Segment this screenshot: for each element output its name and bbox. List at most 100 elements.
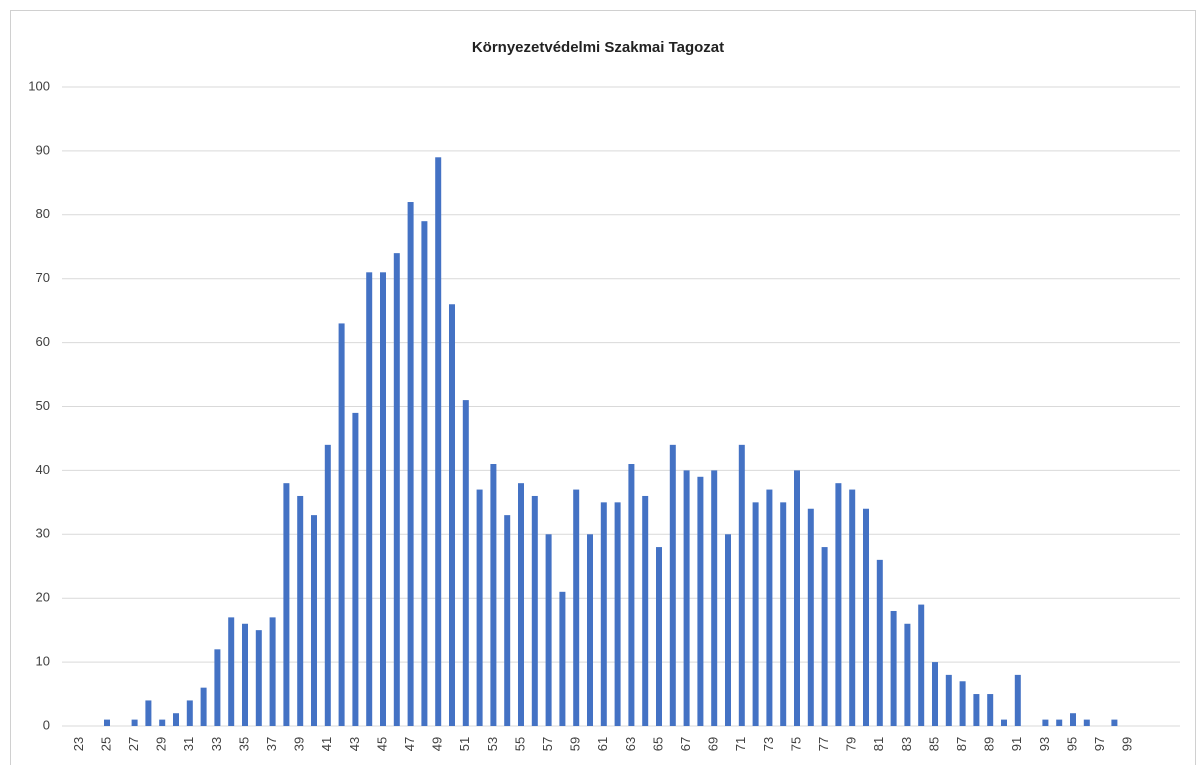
bar [283, 483, 290, 726]
bar [1001, 719, 1007, 726]
x-tick-label: 85 [926, 737, 941, 751]
bar [780, 502, 787, 726]
bar [421, 221, 428, 726]
bar [628, 464, 635, 726]
bar [890, 610, 897, 726]
bar [1111, 719, 1118, 726]
bar [159, 719, 166, 726]
bar [614, 502, 621, 726]
x-tick-label: 73 [761, 737, 776, 751]
y-tick-label: 60 [36, 334, 50, 349]
x-tick-label: 65 [650, 737, 665, 751]
bar [1083, 719, 1090, 726]
bar [918, 604, 925, 726]
bar [228, 617, 235, 726]
x-tick-label: 57 [540, 737, 555, 751]
x-tick-label: 55 [512, 737, 527, 751]
y-tick-label: 0 [43, 717, 50, 732]
bar [380, 272, 386, 726]
bar [683, 470, 690, 726]
bar [876, 559, 883, 726]
bar [352, 412, 359, 726]
x-tick-label: 93 [1037, 737, 1052, 751]
bar [407, 202, 414, 726]
x-tick-label: 77 [816, 737, 831, 751]
bar [476, 489, 483, 726]
bar [366, 272, 373, 726]
y-tick-label: 20 [36, 590, 50, 605]
x-tick-label: 47 [402, 737, 417, 751]
bar [145, 700, 152, 726]
bar [1070, 713, 1076, 726]
y-tick-label: 80 [36, 206, 50, 221]
bar [324, 444, 331, 726]
bar [766, 489, 773, 726]
x-tick-label: 35 [236, 737, 251, 751]
x-tick-label: 33 [209, 737, 224, 751]
bar [242, 623, 248, 726]
x-tick-label: 71 [733, 737, 748, 751]
bar [807, 508, 814, 726]
x-tick-label: 23 [71, 737, 86, 751]
bar [600, 502, 607, 726]
y-tick-label: 10 [36, 654, 50, 669]
bar [462, 400, 469, 726]
x-tick-label: 89 [982, 737, 997, 751]
bar [863, 508, 869, 726]
bar [545, 534, 552, 726]
x-tick-label: 51 [457, 737, 472, 751]
bar [973, 694, 980, 726]
bar [393, 253, 400, 726]
x-tick-label: 45 [374, 737, 389, 751]
bar [573, 489, 580, 726]
bar [821, 547, 828, 726]
x-tick-label: 25 [98, 737, 113, 751]
bar [904, 623, 911, 726]
bar [849, 489, 856, 726]
x-tick-label: 75 [788, 737, 803, 751]
x-tick-label: 41 [319, 737, 334, 751]
bar [173, 713, 179, 726]
x-tick-label: 91 [1009, 737, 1024, 751]
x-tick-label: 63 [623, 737, 638, 751]
y-tick-label: 70 [36, 270, 50, 285]
y-tick-label: 100 [28, 78, 50, 93]
bar [711, 470, 718, 726]
bar [1056, 719, 1063, 726]
bar [338, 323, 345, 726]
x-tick-label: 29 [154, 737, 169, 751]
bar [490, 464, 497, 726]
bar [104, 719, 110, 726]
bar [835, 483, 842, 726]
bar [738, 444, 745, 726]
bar [587, 534, 593, 726]
x-tick-label: 27 [126, 737, 141, 751]
bar [504, 515, 511, 726]
x-tick-label: 49 [430, 737, 445, 751]
bar [269, 617, 276, 726]
bar [725, 534, 731, 726]
bar [214, 649, 221, 726]
bar [656, 547, 662, 726]
bar [518, 483, 524, 726]
bar [559, 591, 566, 726]
x-tick-label: 67 [678, 737, 693, 751]
x-tick-label: 31 [181, 737, 196, 751]
bar [449, 304, 455, 726]
bar [531, 495, 538, 726]
bar [1042, 719, 1049, 726]
y-tick-label: 40 [36, 462, 50, 477]
x-tick-label: 69 [706, 737, 721, 751]
bar [945, 674, 952, 726]
y-tick-label: 90 [36, 142, 50, 157]
x-tick-label: 81 [871, 737, 886, 751]
bar [987, 694, 994, 726]
bar [642, 495, 649, 726]
x-tick-label: 37 [264, 737, 279, 751]
x-tick-label: 97 [1092, 737, 1107, 751]
bar [131, 719, 138, 726]
x-tick-label: 53 [485, 737, 500, 751]
x-tick-label: 95 [1064, 737, 1079, 751]
